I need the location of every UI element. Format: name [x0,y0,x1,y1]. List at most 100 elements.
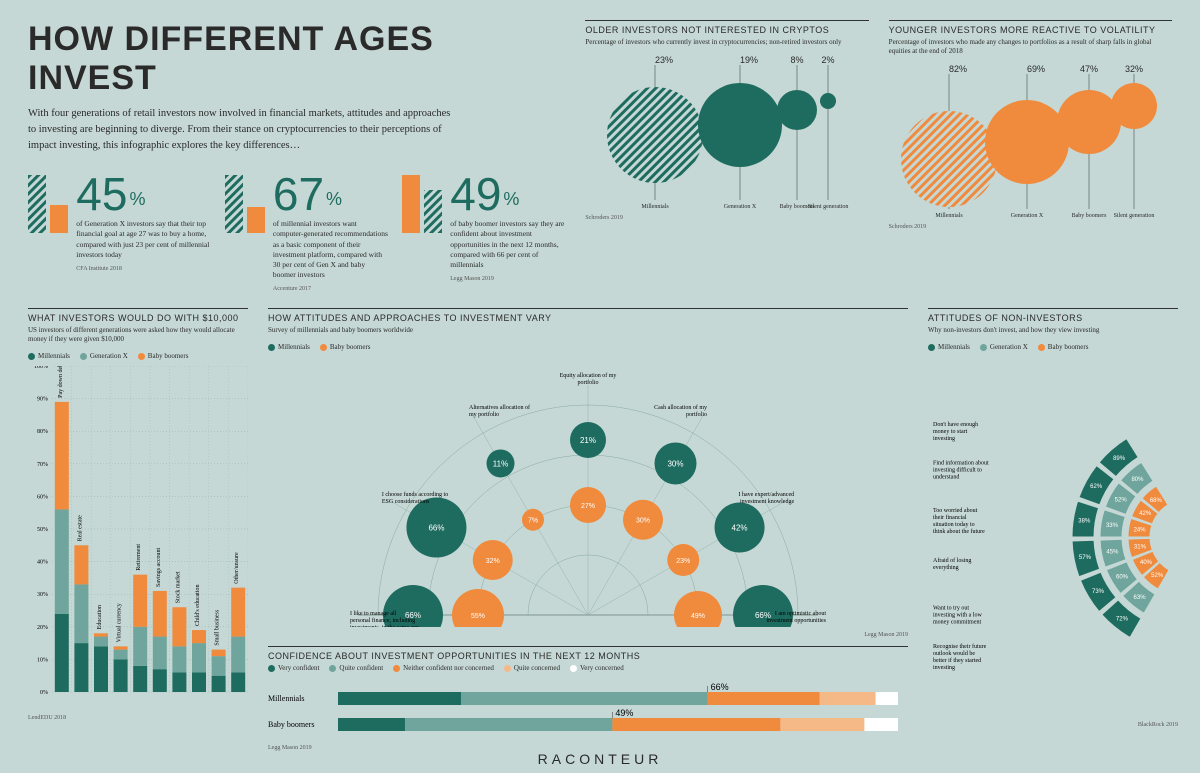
svg-text:31%: 31% [1134,545,1147,551]
svg-text:33%: 33% [1106,523,1119,529]
stat-0: 45%of Generation X investors say that th… [28,175,211,292]
svg-text:Savings account: Savings account [156,548,162,587]
svg-text:21%: 21% [580,436,596,445]
svg-text:Afraid of losingeverything: Afraid of losingeverything [933,557,971,571]
tenk-source: LendEDU 2018 [28,715,248,721]
svg-text:Silent generation: Silent generation [1113,213,1154,219]
volatility-title: YOUNGER INVESTORS MORE REACTIVE TO VOLAT… [889,20,1172,35]
attitudes-sub: Survey of millennials and baby boomers w… [268,326,908,335]
svg-text:Child's education: Child's education [195,585,201,627]
svg-text:82%: 82% [949,64,967,74]
confidence-chart: Millennials66%Baby boomers49% [268,678,908,740]
svg-text:66%: 66% [428,524,444,533]
svg-text:Recognise their futureoutlook: Recognise their futureoutlook would bebe… [933,643,987,671]
title-block: HOW DIFFERENT AGES INVEST With four gene… [28,20,565,292]
svg-text:72%: 72% [1116,617,1129,623]
svg-text:19%: 19% [740,55,758,65]
svg-text:Other/unsure: Other/unsure [234,552,240,584]
noninv-chart: 72% 63% 52% Recognise their futureoutlook w… [928,357,1178,717]
crypto-source: Schroders 2019 [585,215,868,221]
svg-text:I have expert/advancedinvestme: I have expert/advancedinvestment knowled… [738,492,794,505]
svg-text:23%: 23% [676,558,690,565]
svg-text:Cash allocation of myportfolio: Cash allocation of myportfolio [654,404,707,418]
svg-text:30%: 30% [636,518,650,525]
stat-2: 49%of baby boomer investors say they are… [402,175,565,292]
svg-text:Pay down debt: Pay down debt [58,366,64,398]
page-title: HOW DIFFERENT AGES INVEST [28,20,565,98]
stats-row: 45%of Generation X investors say that th… [28,175,565,292]
noninvestors-panel: ATTITUDES OF NON-INVESTORS Why non-inves… [928,308,1178,751]
svg-text:45%: 45% [1106,550,1119,556]
crypto-chart: 23%Millennials19%Generation X8%Baby boom… [585,55,855,210]
svg-text:Too worried abouttheir financi: Too worried abouttheir financialsituatio… [933,508,985,535]
svg-text:Real estate: Real estate [77,515,83,541]
svg-text:73%: 73% [1092,589,1105,595]
brand-logo: RACONTEUR [538,751,663,767]
svg-text:Virtual currency: Virtual currency [117,604,123,643]
svg-text:60%: 60% [37,495,48,501]
svg-text:40%: 40% [1140,560,1153,566]
attitudes-chart: 66%49%I am optimistic aboutinvestment op… [268,357,908,627]
svg-text:60%: 60% [1116,575,1129,581]
svg-text:42%: 42% [732,524,748,533]
svg-text:Millennials: Millennials [642,204,670,210]
svg-text:11%: 11% [493,460,508,469]
svg-text:42%: 42% [1139,511,1152,517]
noninv-legend: MillennialsGeneration XBaby boomers [928,343,1178,351]
svg-text:80%: 80% [1131,477,1144,483]
svg-text:49%: 49% [691,613,705,620]
svg-text:70%: 70% [37,462,48,468]
svg-text:32%: 32% [1125,64,1143,74]
svg-text:27%: 27% [581,503,595,510]
tenk-chart: 0%10%20%30%40%50%60%70%80%90%100%Pay dow… [28,366,248,706]
svg-text:68%: 68% [1150,498,1163,504]
svg-text:Silent generation: Silent generation [808,204,849,210]
svg-text:40%: 40% [37,560,48,566]
svg-text:49%: 49% [615,708,633,718]
svg-text:Small business: Small business [215,609,221,646]
noninv-title: ATTITUDES OF NON-INVESTORS [928,308,1178,323]
svg-text:20%: 20% [37,625,48,631]
intro-text: With four generations of retail investor… [28,106,458,153]
svg-text:80%: 80% [37,429,48,435]
svg-text:Retirement: Retirement [136,544,142,571]
crypto-panel: OLDER INVESTORS NOT INTERESTED IN CRYPTO… [585,20,868,292]
svg-text:32%: 32% [486,558,500,565]
svg-text:30%: 30% [667,460,683,469]
tenk-panel: WHAT INVESTORS WOULD DO WITH $10,000 US … [28,308,248,751]
svg-text:Equity allocation of myportfol: Equity allocation of myportfolio [560,372,617,386]
svg-text:0%: 0% [40,690,48,696]
svg-text:52%: 52% [1151,573,1164,579]
svg-text:89%: 89% [1113,456,1126,462]
svg-text:Stock market: Stock market [175,571,181,603]
svg-text:23%: 23% [655,55,673,65]
attitudes-title: HOW ATTITUDES AND APPROACHES TO INVESTME… [268,308,908,323]
noninv-source: BlackRock 2019 [928,722,1178,728]
volatility-chart: 82%Millennials69%Generation X47%Baby boo… [889,64,1159,219]
svg-text:7%: 7% [528,518,538,525]
volatility-sub: Percentage of investors who made any cha… [889,38,1172,56]
attitudes-legend: MillennialsBaby boomers [268,343,908,351]
top-row: HOW DIFFERENT AGES INVEST With four gene… [28,20,1172,292]
svg-text:100%: 100% [34,366,48,370]
svg-text:63%: 63% [1134,595,1147,601]
confidence-legend: Very confidentQuite confidentNeither con… [268,664,908,672]
tenk-legend: MillennialsGeneration XBaby boomers [28,352,248,360]
svg-text:Don't have enoughmoney to star: Don't have enoughmoney to startinvesting [933,422,978,442]
svg-text:Millennials: Millennials [935,213,963,219]
svg-text:8%: 8% [791,55,804,65]
svg-text:24%: 24% [1134,528,1147,534]
svg-text:Generation X: Generation X [724,204,757,210]
center-panel: HOW ATTITUDES AND APPROACHES TO INVESTME… [268,308,908,751]
svg-text:57%: 57% [1079,555,1092,561]
svg-text:50%: 50% [37,527,48,533]
svg-text:38%: 38% [1078,519,1091,525]
svg-text:Millennials: Millennials [268,694,304,703]
svg-text:Baby boomers: Baby boomers [268,720,314,729]
svg-text:47%: 47% [1080,64,1098,74]
svg-text:69%: 69% [1027,64,1045,74]
svg-text:2%: 2% [822,55,835,65]
crypto-title: OLDER INVESTORS NOT INTERESTED IN CRYPTO… [585,20,868,35]
svg-text:10%: 10% [37,658,48,664]
svg-text:Baby boomers: Baby boomers [1071,213,1106,219]
